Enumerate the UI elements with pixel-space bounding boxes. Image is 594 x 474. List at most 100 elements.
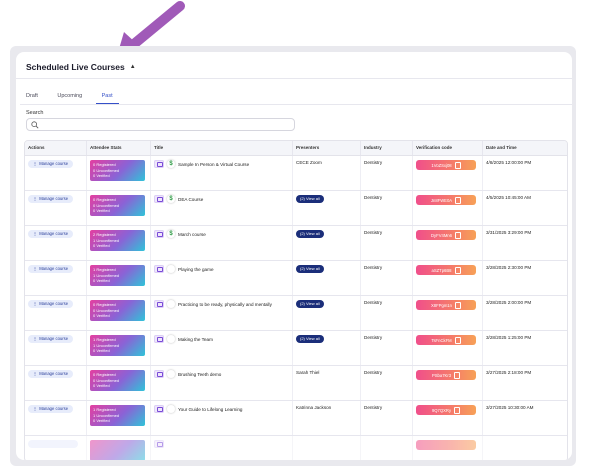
course-title[interactable]: Playing the game (178, 266, 214, 272)
tab-past[interactable]: Past (95, 88, 119, 104)
actions-cell: ⋮ Manage course (25, 366, 87, 400)
course-format-icon (154, 370, 164, 378)
tab-bar: Draft Upcoming Past (20, 84, 572, 105)
course-title[interactable]: March course (178, 231, 206, 237)
registered-count: 0 Registered (93, 372, 116, 377)
industry-cell: Dentistry (361, 296, 413, 330)
manage-course-label: Manage course (39, 336, 69, 341)
verification-code-button[interactable]: aSZTp6B8 (416, 265, 476, 275)
column-header-actions: Actions (25, 141, 87, 155)
tab-upcoming[interactable]: Upcoming (57, 93, 83, 99)
attendee-stats-card (90, 440, 145, 460)
verification-code-cell: 1VoZSxj08 (413, 156, 483, 190)
view-all-presenters-button[interactable]: (2) View all (296, 335, 324, 343)
view-all-presenters-button[interactable]: (2) View all (296, 195, 324, 203)
attendee-stats-card: 1 Registered 1 Unconfirmed 0 Verified (90, 405, 145, 426)
verification-code-button[interactable]: Jn8FWE0A (416, 195, 476, 205)
verification-code-cell: PSba7Kr3 (413, 366, 483, 400)
verified-count: 0 Verified (93, 208, 110, 214)
verification-code-cell: DyFV4Mn6 (413, 226, 483, 260)
presenters-cell: (2) View all (293, 331, 361, 365)
date-time-cell: 3/28/2025 2:30:00 PM (486, 265, 532, 270)
verification-code-button[interactable]: DyFV4Mn6 (416, 230, 476, 240)
column-header-presenters: Presenters (293, 141, 361, 155)
free-course-icon (167, 405, 175, 413)
verification-code-button[interactable]: 9Q7QXRy (416, 405, 476, 415)
course-title[interactable]: Practicing to be ready, physically and m… (178, 301, 272, 307)
table-row: ⋮ Manage course 0 Registered 0 Unconfirmed 0… (25, 296, 567, 331)
manage-course-button[interactable]: ⋮ Manage course (28, 370, 74, 378)
course-title[interactable]: Brushing Teeth demo (178, 371, 222, 377)
actions-cell: ⋮ Manage course (25, 226, 87, 260)
page-title: Scheduled Live Courses (26, 62, 125, 72)
table-row: ⋮ Manage course 2 Registered 1 Unconfirmed 0… (25, 226, 567, 261)
column-header-attendee-stats: Attendee Stats (87, 141, 151, 155)
date-time-cell: 3/28/2025 1:25:00 PM (486, 335, 532, 340)
view-all-presenters-button[interactable]: (2) View all (296, 265, 324, 273)
manage-course-label: Manage course (39, 161, 69, 166)
unconfirmed-count: 0 Unconfirmed (93, 202, 120, 208)
verification-code: DyFV4Mn6 (431, 232, 452, 238)
industry-cell (361, 436, 413, 460)
courses-table: Actions Attendee Stats Title Presenters … (24, 140, 568, 460)
verified-count: 0 Verified (93, 243, 110, 249)
chevron-up-icon[interactable]: ▲ (129, 64, 136, 70)
attendee-stats-cell: 0 Registered 0 Unconfirmed 0 Verified (87, 296, 151, 330)
view-all-presenters-button[interactable]: (2) View all (296, 230, 324, 238)
manage-course-button[interactable]: ⋮ Manage course (28, 335, 74, 343)
tab-draft[interactable]: Draft (26, 93, 38, 99)
course-title[interactable]: Making the Team (178, 336, 213, 342)
course-format-icon (154, 230, 164, 238)
course-format-icon (154, 195, 164, 203)
manage-course-label: Manage course (39, 301, 69, 306)
table-row: ⋮ Manage course 1 Registered 1 Unconfirmed 0… (25, 261, 567, 296)
manage-course-button[interactable]: ⋮ Manage course (28, 405, 74, 413)
presenter-name: Katrinna Jackson (296, 405, 332, 410)
manage-course-button[interactable]: ⋮ Manage course (28, 265, 74, 273)
course-format-icon (154, 300, 164, 308)
course-title[interactable]: Your Guide to Lifelong Learning (178, 406, 243, 412)
verification-code-cell: 9Q7QXRy (413, 401, 483, 435)
unconfirmed-count: 0 Unconfirmed (93, 167, 120, 173)
verification-code-button[interactable]: 1VoZSxj08 (416, 160, 476, 170)
date-time-cell: 3/31/2025 3:29:00 PM (486, 230, 532, 235)
free-course-icon (167, 300, 175, 308)
manage-course-button[interactable] (28, 440, 78, 448)
registered-count: 1 Registered (93, 267, 116, 272)
actions-cell: ⋮ Manage course (25, 401, 87, 435)
date-time-cell: 3/27/2025 2:18:00 PM (486, 370, 532, 375)
attendee-stats-card: 0 Registered 0 Unconfirmed 0 Verified (90, 160, 145, 181)
table-row: ⋮ Manage course 0 Registered 0 Unconfirmed 0… (25, 156, 567, 191)
industry-cell: Dentistry (361, 366, 413, 400)
attendee-stats-cell: 1 Registered 1 Unconfirmed 0 Verified (87, 401, 151, 435)
manage-course-button[interactable]: ⋮ Manage course (28, 230, 74, 238)
presenters-cell: Katrinna Jackson (293, 401, 361, 435)
table-row: ⋮ Manage course 0 Registered 0 Unconfirmed 0… (25, 191, 567, 226)
verification-code-button[interactable]: PSba7Kr3 (416, 370, 476, 380)
view-all-presenters-button[interactable]: (2) View all (296, 300, 324, 308)
date-time-cell: 3/28/2025 2:00:00 PM (486, 300, 532, 305)
title-cell: Your Guide to Lifelong Learning (151, 401, 293, 435)
presenter-name: CECE Zoom (296, 160, 322, 165)
more-vertical-icon: ⋮ (33, 231, 38, 236)
registered-count: 0 Registered (93, 162, 116, 167)
search-label: Search (26, 110, 44, 116)
more-vertical-icon: ⋮ (33, 406, 38, 411)
table-row: ⋮ Manage course 0 Registered 0 Unconfirmed 0… (25, 366, 567, 401)
manage-course-button[interactable]: ⋮ Manage course (28, 300, 74, 308)
manage-course-button[interactable]: ⋮ Manage course (28, 195, 74, 203)
course-title[interactable]: DEA Course (178, 196, 204, 202)
verification-code-button[interactable]: X8FPgm1n (416, 300, 476, 310)
manage-course-label: Manage course (39, 406, 69, 411)
verification-code-button[interactable] (416, 440, 476, 450)
title-cell: $ March course (151, 226, 293, 260)
course-format-icon (154, 440, 164, 448)
title-cell (151, 436, 293, 460)
manage-course-label: Manage course (39, 371, 69, 376)
registered-count: 0 Registered (93, 197, 116, 202)
manage-course-button[interactable]: ⋮ Manage course (28, 160, 74, 168)
search-input[interactable] (26, 118, 295, 131)
verification-code-button[interactable]: TsFnCkFM (416, 335, 476, 345)
unconfirmed-count: 0 Unconfirmed (93, 377, 120, 383)
course-title[interactable]: Sample In Person & Virtual Course (178, 161, 250, 167)
